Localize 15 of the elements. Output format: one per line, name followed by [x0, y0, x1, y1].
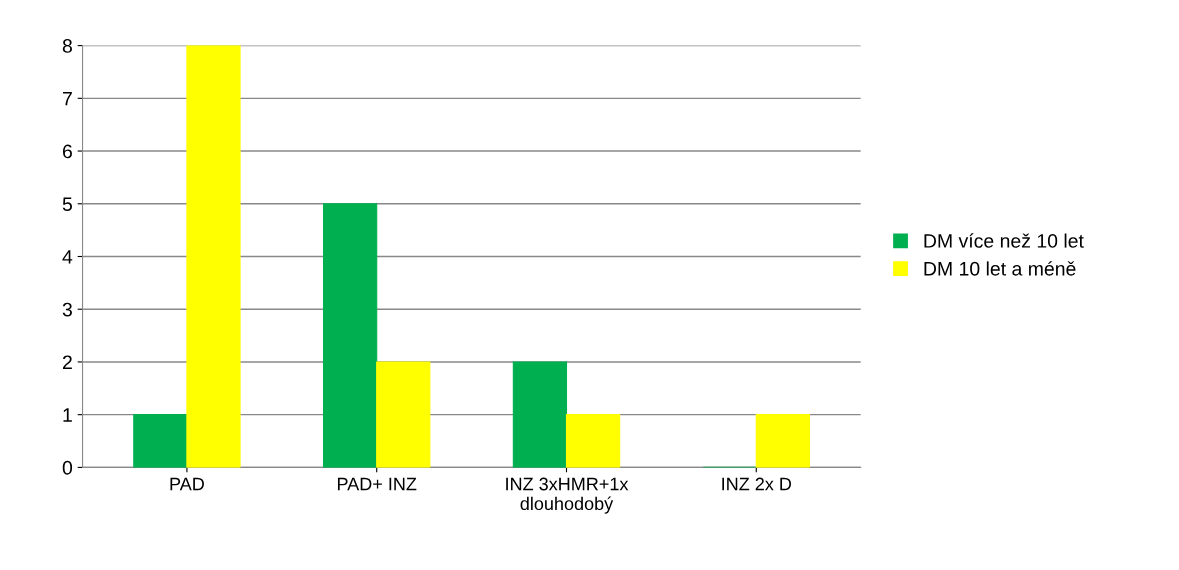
y-tick-label: 8 [62, 39, 72, 53]
y-tick-label: 5 [62, 197, 72, 212]
y-tick-label: 3 [62, 302, 72, 317]
y-tick-label: 1 [63, 408, 72, 422]
y-tick-label: 0 [62, 460, 73, 475]
x-tick-label: INZ 3xHMR+1x dlouhodobý [506, 477, 629, 514]
x-tick-label: PAD+ INZ [337, 477, 417, 491]
x-tick-label: INZ 2x D [722, 477, 792, 491]
x-tick-label: PAD [170, 477, 204, 491]
legend-label: DM více než 10 let [924, 233, 1084, 248]
y-tick-label: 6 [62, 144, 72, 159]
y-tick-label: 2 [62, 355, 72, 369]
legend-label: DM 10 let a méně [924, 261, 1076, 276]
y-tick-label: 4 [62, 250, 73, 264]
y-tick-label: 7 [62, 91, 72, 106]
